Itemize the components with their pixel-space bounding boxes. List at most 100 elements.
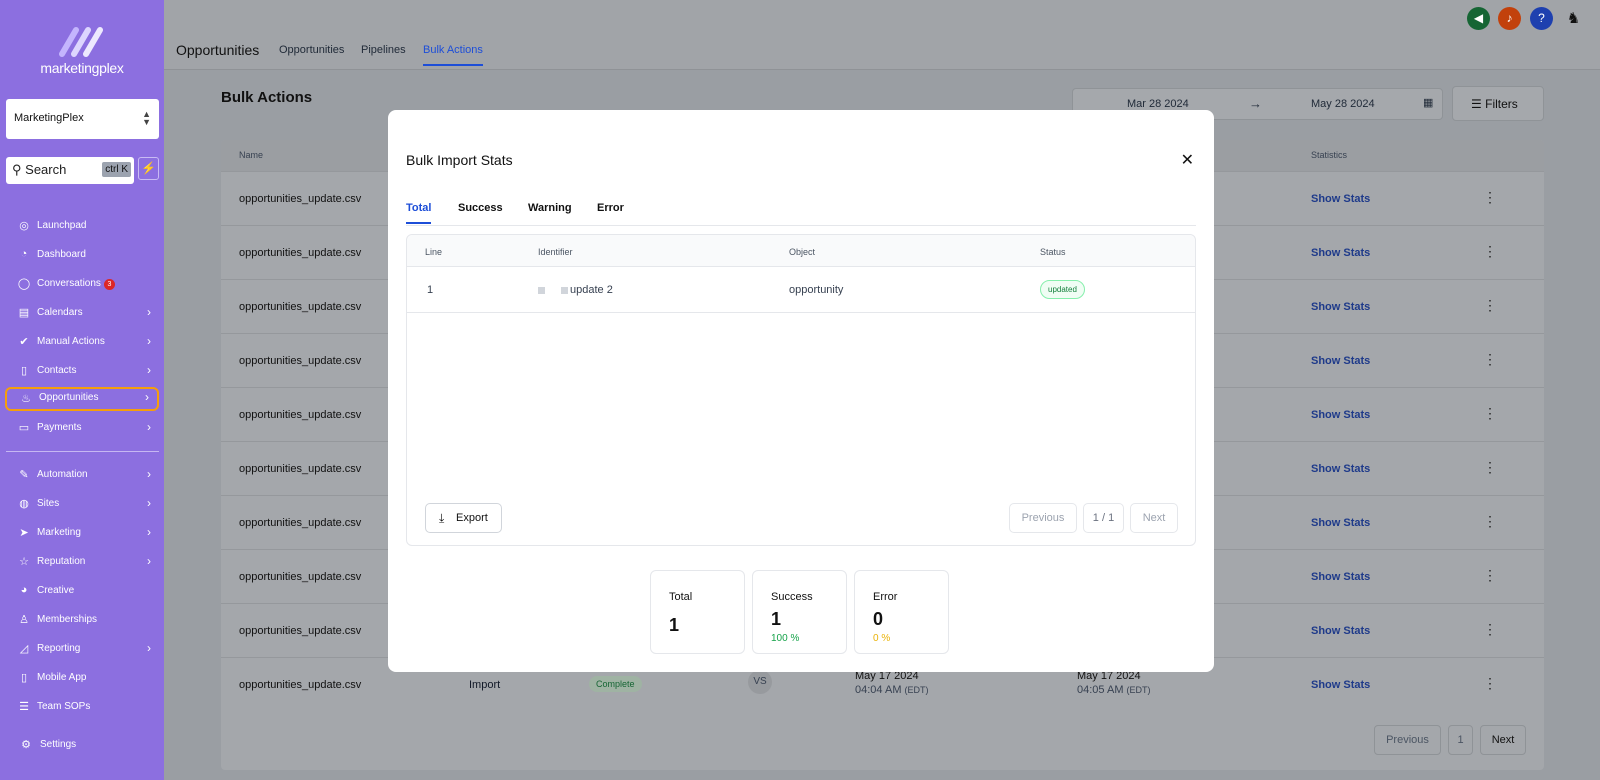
sidebar-item-dashboard[interactable]: ◔ Dashboard <box>5 244 159 266</box>
sidebar-item-team-sops[interactable]: ☰ Team SOPs <box>5 696 159 718</box>
import-results-table: Line Identifier Object Status 1 update 2… <box>406 234 1196 546</box>
sidebar-item-conversations[interactable]: ◯ Conversations 3 <box>5 273 159 295</box>
tab-bulk-actions[interactable]: Bulk Actions <box>423 44 483 66</box>
sidebar-item-marketing[interactable]: ➤ Marketing › <box>5 522 159 544</box>
date-from: Mar 28 2024 <box>1127 98 1189 110</box>
stat-label: Success <box>771 591 813 603</box>
sidebar-item-manual-actions[interactable]: ✔ Manual Actions › <box>5 331 159 353</box>
sidebar-item-label: Dashboard <box>37 249 86 260</box>
more-vertical-icon[interactable]: ⋮ <box>1483 189 1497 205</box>
sidebar-item-label: Mobile App <box>37 672 87 683</box>
sidebar-item-calendars[interactable]: ▤ Calendars › <box>5 302 159 324</box>
sidebar-item-label: Reporting <box>37 643 81 654</box>
more-vertical-icon[interactable]: ⋮ <box>1483 459 1497 475</box>
export-button[interactable]: ⤓ Export <box>425 503 502 533</box>
sidebar-item-reputation[interactable]: ☆ Reputation › <box>5 551 159 573</box>
tab-opportunities[interactable]: Opportunities <box>279 44 345 56</box>
filter-icon: ☰ <box>1471 97 1482 111</box>
sidebar-item-payments[interactable]: ▭ Payments › <box>5 417 159 439</box>
file-name: opportunities_update.csv <box>239 679 362 691</box>
file-name: opportunities_update.csv <box>239 247 362 259</box>
sidebar-item-reporting[interactable]: ◿ Reporting › <box>5 638 159 660</box>
search-label: Search <box>25 162 67 177</box>
sidebar-item-creative[interactable]: ◕ Creative <box>5 580 159 602</box>
check-icon: ✔ <box>19 336 29 348</box>
more-vertical-icon[interactable]: ⋮ <box>1483 675 1497 691</box>
sidebar-item-label: Launchpad <box>37 220 87 231</box>
more-vertical-icon[interactable]: ⋮ <box>1483 405 1497 421</box>
stat-value: 1 <box>669 615 680 635</box>
next-page-button[interactable]: Next <box>1480 725 1526 755</box>
bulk-import-stats-modal: Bulk Import Stats ✕ Total Success Warnin… <box>388 110 1214 672</box>
more-vertical-icon[interactable]: ⋮ <box>1483 297 1497 313</box>
brand-name: marketingplex <box>40 60 124 76</box>
sidebar-item-label: Sites <box>37 498 60 509</box>
file-name: opportunities_update.csv <box>239 301 362 313</box>
stat-label: Total <box>669 591 693 603</box>
sidebar-item-automation[interactable]: ✎ Automation › <box>5 464 159 486</box>
column-header-name: Name <box>239 150 264 160</box>
tab-pipelines[interactable]: Pipelines <box>361 44 406 56</box>
chevron-right-icon: › <box>147 554 151 568</box>
help-icon[interactable]: ? <box>1530 7 1553 30</box>
sidebar-item-label: Opportunities <box>39 392 99 403</box>
sidebar-item-sites[interactable]: ◍ Sites › <box>5 493 159 515</box>
sidebar-item-launchpad[interactable]: ◎ Launchpad <box>5 215 159 237</box>
previous-page-button[interactable]: Previous <box>1009 503 1077 533</box>
sidebar-item-contacts[interactable]: ▯ Contacts › <box>5 360 159 382</box>
show-stats-link[interactable]: Show Stats <box>1311 679 1371 691</box>
tab-success[interactable]: Success <box>458 202 503 214</box>
avatar[interactable]: ♞ <box>1566 10 1581 27</box>
stat-percent: 0 % <box>873 633 891 644</box>
tab-warning[interactable]: Warning <box>528 202 572 214</box>
completed-date: May 17 2024 <box>1077 670 1141 682</box>
next-page-button[interactable]: Next <box>1130 503 1178 533</box>
show-stats-link[interactable]: Show Stats <box>1311 625 1371 637</box>
show-stats-link[interactable]: Show Stats <box>1311 463 1371 475</box>
file-name: opportunities_update.csv <box>239 463 362 475</box>
completed-time: 04:05 AM <box>1077 684 1124 696</box>
bell-icon[interactable]: ♪ <box>1498 7 1521 30</box>
filters-button[interactable]: ☰ Filters <box>1452 86 1544 121</box>
calendar-icon: ▤ <box>18 307 30 319</box>
sidebar-item-memberships[interactable]: ♙ Memberships <box>5 609 159 631</box>
sidebar-item-settings[interactable]: ⚙ Settings <box>5 734 159 756</box>
account-switcher[interactable]: MarketingPlex ▲ ▼ <box>6 99 159 139</box>
sidebar-item-label: Automation <box>37 469 88 480</box>
file-name: opportunities_update.csv <box>239 355 362 367</box>
date-range-picker[interactable]: Mar 28 2024 → May 28 2024 ▦ <box>1072 88 1443 120</box>
download-icon: ⤓ <box>439 511 445 525</box>
megaphone-icon[interactable]: ◀ <box>1467 7 1490 30</box>
show-stats-link[interactable]: Show Stats <box>1311 571 1371 583</box>
page-number[interactable]: 1 <box>1448 725 1473 755</box>
action-type: Import <box>469 679 501 691</box>
show-stats-link[interactable]: Show Stats <box>1311 247 1371 259</box>
column-header-object: Object <box>789 247 816 257</box>
search-input[interactable]: ⚲ Search ctrl K <box>6 157 134 184</box>
close-icon[interactable]: ✕ <box>1180 152 1194 169</box>
more-vertical-icon[interactable]: ⋮ <box>1483 513 1497 529</box>
created-timezone: (EDT) <box>904 685 929 695</box>
chevron-right-icon: › <box>147 525 151 539</box>
table-row: 1 update 2 opportunity updated <box>407 268 1195 313</box>
previous-page-button[interactable]: Previous <box>1374 725 1441 755</box>
sidebar-item-mobile-app[interactable]: ▯ Mobile App <box>5 667 159 689</box>
sidebar-item-opportunities[interactable]: ♨ Opportunities <box>5 387 159 411</box>
more-vertical-icon[interactable]: ⋮ <box>1483 567 1497 583</box>
show-stats-link[interactable]: Show Stats <box>1311 355 1371 367</box>
phone-icon: ▯ <box>20 672 28 684</box>
more-vertical-icon[interactable]: ⋮ <box>1483 243 1497 259</box>
more-vertical-icon[interactable]: ⋮ <box>1483 621 1497 637</box>
show-stats-link[interactable]: Show Stats <box>1311 517 1371 529</box>
identifier-text: update 2 <box>570 284 613 296</box>
quick-action-bolt-icon[interactable]: ⚡ <box>138 157 159 180</box>
show-stats-link[interactable]: Show Stats <box>1311 301 1371 313</box>
more-vertical-icon[interactable]: ⋮ <box>1483 351 1497 367</box>
stat-value: 1 <box>771 609 782 629</box>
tab-error[interactable]: Error <box>597 202 624 214</box>
show-stats-link[interactable]: Show Stats <box>1311 193 1371 205</box>
show-stats-link[interactable]: Show Stats <box>1311 409 1371 421</box>
chevron-right-icon: › <box>147 496 151 510</box>
caret-updown-icon: ▲ ▼ <box>142 109 151 127</box>
tab-total[interactable]: Total <box>406 202 432 224</box>
